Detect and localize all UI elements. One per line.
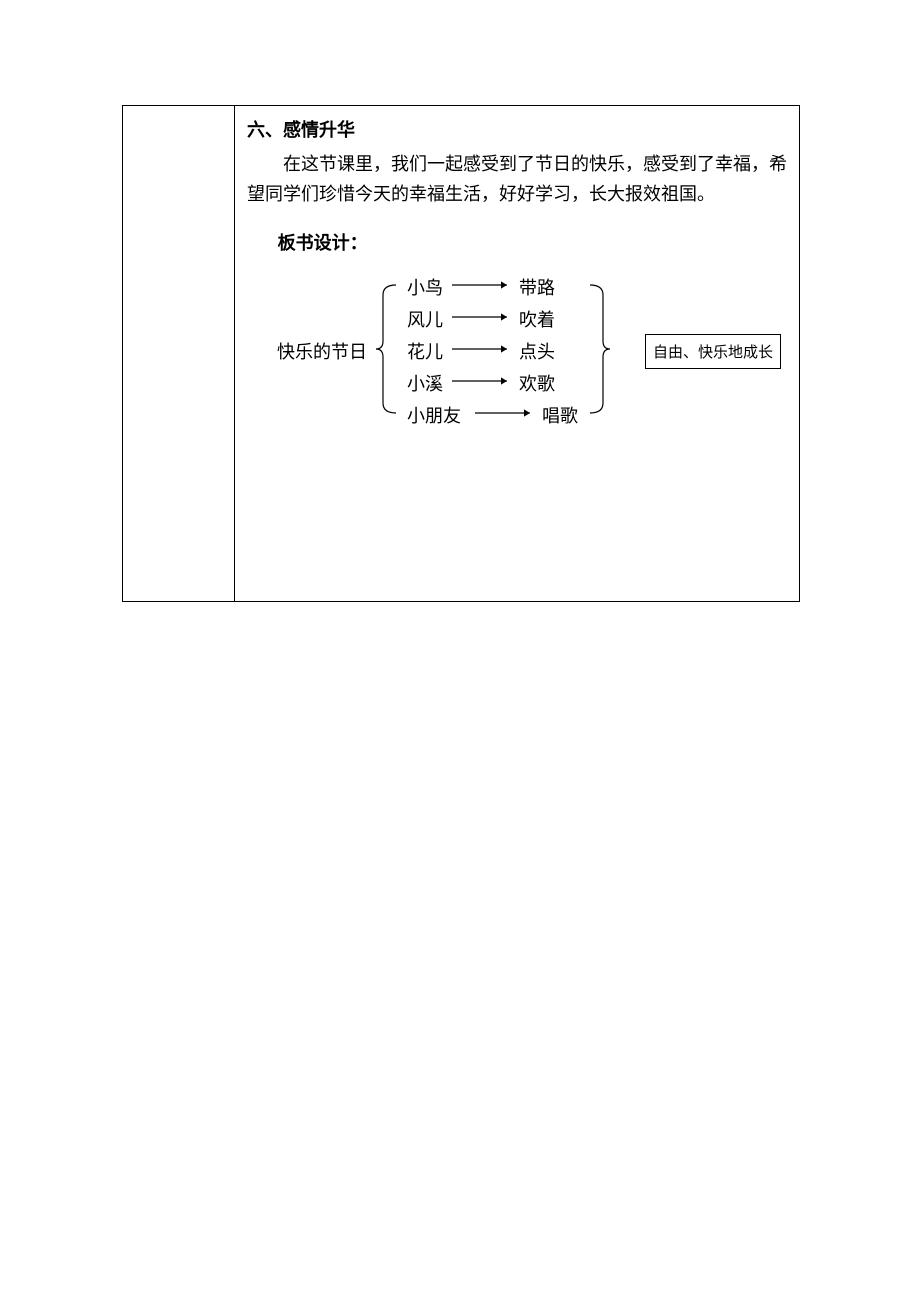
pair-right-label: 吹着 (519, 306, 555, 332)
diagram-result-box: 自由、快乐地成长 (645, 334, 781, 369)
pair-left-label: 花儿 (407, 338, 443, 364)
pair-right-label: 带路 (519, 274, 555, 300)
pair-left-label: 小鸟 (407, 274, 443, 300)
content-cell: 六、感情升华 在这节课里，我们一起感受到了节日的快乐，感受到了幸福，希望同学们珍… (235, 106, 800, 602)
diagram-left-label: 快乐的节日 (277, 338, 367, 364)
lesson-table: 六、感情升华 在这节课里，我们一起感受到了节日的快乐，感受到了幸福，希望同学们珍… (122, 105, 800, 602)
pair-left-label: 风儿 (407, 306, 443, 332)
pair-right-label: 唱歌 (542, 402, 578, 428)
pair-right-label: 欢歌 (519, 370, 555, 396)
pair-left-label: 小朋友 (407, 402, 461, 428)
section-heading: 六、感情升华 (247, 116, 787, 142)
board-design-diagram: 小鸟 带路风儿 吹着花儿 点头小溪 欢歌小朋友 唱歌 快乐的节日 自由、快乐地成长 (247, 259, 787, 439)
pair-left-label: 小溪 (407, 370, 443, 396)
left-column-empty (123, 106, 235, 602)
pair-right-label: 点头 (519, 338, 555, 364)
section-body-text: 在这节课里，我们一起感受到了节日的快乐，感受到了幸福，希望同学们珍惜今天的幸福生… (247, 150, 787, 209)
board-design-heading: 板书设计： (247, 229, 787, 255)
